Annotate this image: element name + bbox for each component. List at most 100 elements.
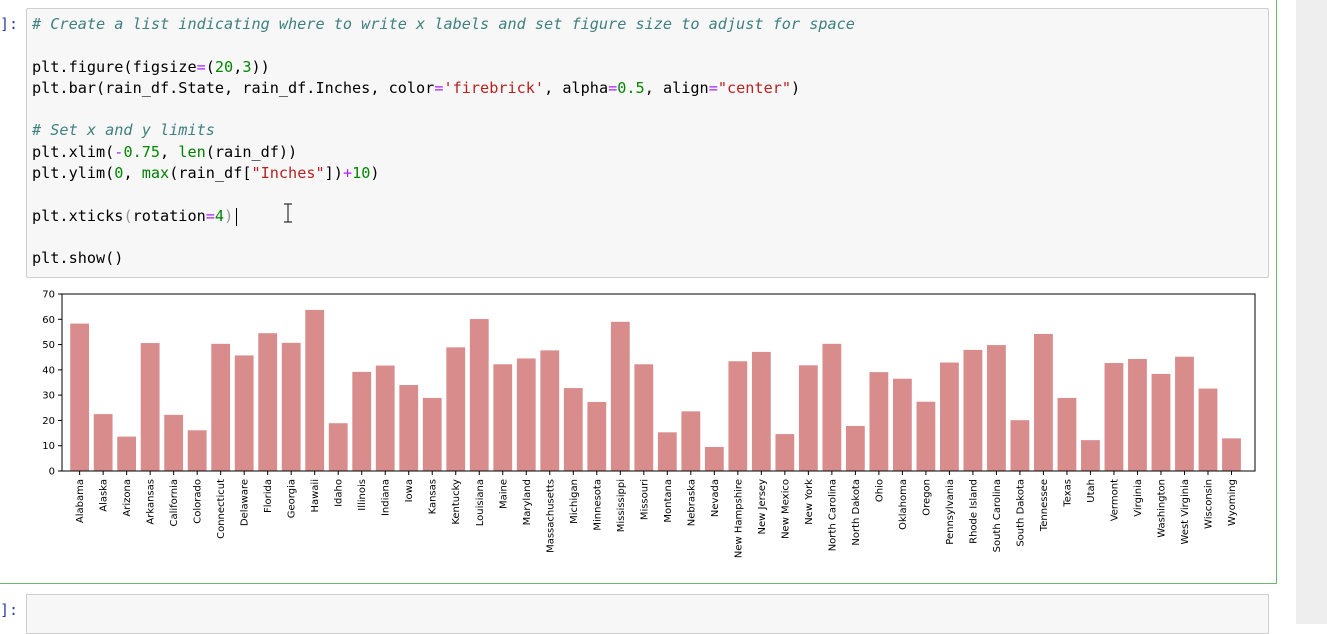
x-tick-label: Virginia: [1133, 479, 1144, 517]
bar: [657, 432, 677, 471]
text-cursor: [236, 208, 237, 226]
y-tick-label: 0: [49, 467, 55, 478]
bar: [1034, 333, 1053, 471]
code-token: "Inches": [251, 164, 325, 183]
bar: [892, 378, 912, 471]
bar: [563, 388, 583, 471]
y-tick-label: 70: [42, 290, 55, 301]
code-token: 0: [114, 164, 124, 183]
bar: [587, 401, 607, 471]
x-tick-label: Iowa: [404, 479, 415, 502]
code-token: -: [114, 142, 124, 161]
code-token: (: [123, 206, 133, 225]
bar: [211, 343, 231, 471]
code-token: , alpha: [544, 78, 609, 97]
x-tick-label: Wyoming: [1227, 479, 1238, 526]
x-tick-label: Utah: [1086, 479, 1097, 503]
x-tick-label: Wisconsin: [1203, 479, 1214, 529]
y-tick-label: 50: [42, 340, 55, 351]
code-token: 0.5: [617, 78, 645, 97]
x-tick-label: South Carolina: [992, 479, 1003, 552]
bar: [681, 411, 701, 471]
code-token: plt.ylim(: [32, 164, 115, 183]
code-token: max: [141, 164, 170, 183]
y-tick-label: 20: [42, 416, 55, 427]
bar: [164, 414, 184, 471]
code-token: # Create a list indicating where to writ…: [32, 15, 855, 33]
x-tick-label: New Hampshire: [733, 479, 744, 558]
x-tick-label: Missouri: [639, 479, 650, 520]
bar: [610, 321, 630, 471]
bar: [117, 436, 137, 471]
x-tick-label: West Virginia: [1180, 479, 1191, 544]
bar: [634, 364, 654, 471]
code-token: plt.show(): [32, 249, 124, 268]
x-tick-label: Oklahoma: [898, 479, 909, 530]
code-token: 10: [352, 164, 371, 183]
bar: [704, 446, 724, 471]
code-editor[interactable]: [26, 8, 1269, 278]
code-token: =: [434, 78, 444, 97]
bar: [352, 371, 372, 471]
bar: [422, 397, 442, 471]
bar: [822, 343, 842, 471]
bar: [281, 342, 301, 471]
bar: [187, 430, 207, 471]
code-token: , align: [644, 78, 709, 97]
bar: [845, 425, 865, 471]
code-token: "center": [717, 78, 792, 97]
bar: [916, 401, 936, 471]
code-token: 4: [214, 206, 225, 225]
x-tick-label: Tennessee: [1039, 479, 1050, 532]
y-tick-label: 60: [42, 315, 55, 326]
x-tick-label: Alabama: [75, 479, 86, 523]
mouse-ibeam-cursor-icon: [284, 203, 292, 223]
next-code-cell[interactable]: [26, 594, 1269, 634]
bar-chart: 0 10 20 30 40 50 60 70 Alabama Alaska Arizona Arkan…: [42, 290, 1256, 558]
bar: [70, 323, 90, 471]
code-token: rotation: [132, 206, 206, 225]
y-tick-label: 40: [42, 365, 55, 376]
code-token: ): [224, 206, 234, 225]
code-token: =: [205, 206, 215, 225]
x-tick-label: Maine: [498, 479, 509, 509]
plot-frame: [61, 293, 1256, 472]
bar: [469, 319, 489, 471]
code-token: 20: [214, 57, 234, 76]
x-tick-label: Massachusetts: [545, 479, 556, 553]
bar: [493, 364, 513, 471]
x-tick-label: California: [169, 479, 180, 527]
x-tick-label: South Dakota: [1015, 479, 1026, 547]
bar: [516, 358, 536, 471]
x-tick-label: Texas: [1062, 479, 1073, 508]
code-token: plt.xlim(: [32, 142, 115, 161]
code-token: 'firebrick': [443, 78, 545, 97]
bar: [1081, 440, 1100, 471]
code-token: (rain_df[: [169, 164, 252, 183]
code-token: 3: [242, 57, 252, 76]
bar: [1104, 363, 1124, 471]
x-tick-label: New Mexico: [780, 479, 791, 539]
x-tick-label: New Jersey: [757, 479, 768, 535]
bar: [140, 343, 160, 471]
code-text[interactable]: # Create a list indicating where to writ…: [32, 14, 855, 270]
code-token: ): [791, 78, 801, 97]
code-token: +: [342, 164, 353, 183]
bar: [1010, 420, 1030, 471]
x-tick-label: Arizona: [122, 479, 133, 517]
code-token: )): [251, 57, 270, 76]
cell-output: 0 10 20 30 40 50 60 70 Alabama Alaska Arizona Arkan…: [28, 286, 1263, 574]
x-tick-label: Kansas: [428, 479, 439, 514]
x-tick-label: Colorado: [193, 479, 204, 524]
bar: [328, 423, 348, 471]
code-token: plt.xticks: [32, 206, 124, 225]
x-tick-label: Michigan: [569, 479, 580, 524]
bar: [1175, 356, 1194, 471]
x-tick-label: Arkansas: [146, 479, 157, 525]
x-tick-label: Florida: [263, 479, 274, 513]
bar: [540, 350, 560, 471]
bar: [1222, 438, 1241, 471]
code-token: ,: [233, 57, 243, 76]
x-tick-label: North Carolina: [827, 479, 838, 551]
code-token: 0.75: [123, 142, 161, 161]
